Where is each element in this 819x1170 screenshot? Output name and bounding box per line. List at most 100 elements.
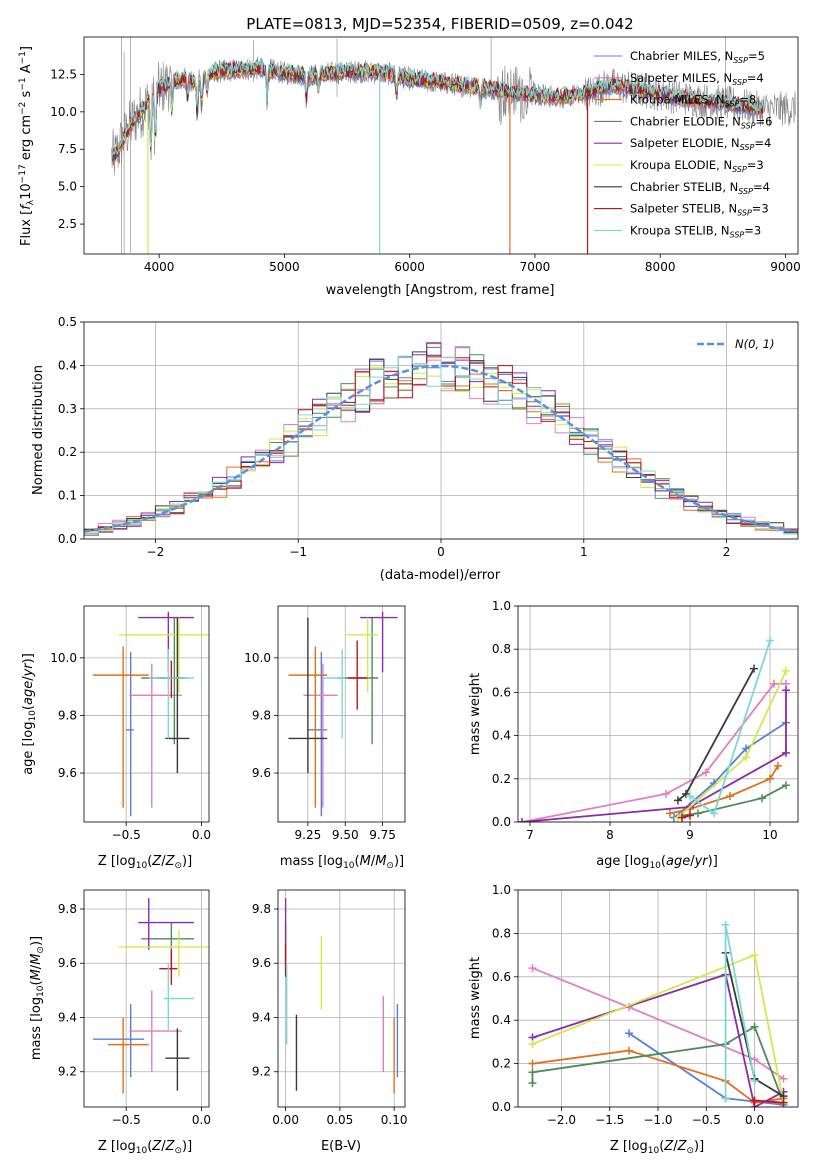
legend-item-salpeter-stelib: Salpeter STELIB, NSSP=3 <box>594 202 769 218</box>
age-mass-xlabel: mass [log10(M/M⊙)] <box>280 854 404 871</box>
errorbar-chabrier-stelib <box>165 1028 190 1091</box>
errorbar-kroupa-stelib <box>148 649 194 739</box>
x-tick-label: 1 <box>580 545 588 559</box>
y-tick-label: 9.8 <box>252 708 271 722</box>
legend-label: Salpeter MILES, NSSP=4 <box>630 71 764 87</box>
errorbar-salpeter-elodie <box>138 898 194 950</box>
x-tick-label: 9 <box>686 828 694 842</box>
plot-area <box>111 37 796 254</box>
x-tick-label: 9000 <box>770 260 801 274</box>
y-tick-label: 9.6 <box>252 766 271 780</box>
mw-marker <box>721 920 730 929</box>
mw-marker <box>779 1074 788 1083</box>
y-tick-label: 9.6 <box>58 766 77 780</box>
plot-area <box>93 611 209 817</box>
legend-item-chabrier-stelib: Chabrier STELIB, NSSP=4 <box>594 180 770 196</box>
plot-area <box>518 636 790 822</box>
errorbar-chabrier-miles <box>126 652 134 817</box>
errorbar-salpeter-miles <box>303 663 338 808</box>
axes-border <box>517 605 799 823</box>
age-z-panel: −0.5 0.0 9.6 9.8 10.0 <box>50 605 211 842</box>
legend-label: Salpeter ELODIE, NSSP=4 <box>630 136 771 152</box>
mass-z-xlabel: Z [log10(Z/Z⊙)] <box>98 1139 192 1156</box>
x-tick-label: −0.5 <box>112 1113 141 1127</box>
x-tick-label: 8000 <box>645 260 676 274</box>
mw-marker <box>750 951 759 960</box>
axes-frame: −2.0 −1.5 −1.0 −0.5 0.0 0.0 0.2 0.4 0.6 0.8 1.0 <box>492 883 799 1127</box>
mw-series-salpeter-miles <box>528 964 788 1083</box>
svg-text:Z [log10(Z/Z⊙)]: Z [log10(Z/Z⊙)] <box>610 1139 704 1156</box>
svg-text:age [log10(age/yr)]: age [log10(age/yr)] <box>21 653 38 775</box>
y-tick-label: 0.4 <box>58 358 77 372</box>
legend-item-salpeter-elodie: Salpeter ELODIE, NSSP=4 <box>594 136 771 152</box>
mw-marker <box>666 809 674 818</box>
y-tick-label: 10.0 <box>244 651 271 665</box>
x-tick-label: −1.5 <box>595 1113 624 1127</box>
errorbar-salpeter-miles <box>129 990 182 1072</box>
model-line-kroupa-elodie <box>112 61 764 159</box>
mw-marker <box>742 753 750 762</box>
mass-ebv-panel: 0.00 0.05 0.10 9.2 9.4 9.6 9.8 <box>252 889 408 1127</box>
x-tick-label: 0.00 <box>272 1113 299 1127</box>
mw-marker <box>758 794 766 803</box>
axes-frame: 7 8 9 10 0.0 0.2 0.4 0.6 0.8 1.0 <box>492 599 799 842</box>
y-tick-label: 0.1 <box>58 489 77 503</box>
x-tick-label: 4000 <box>144 260 175 274</box>
y-tick-label: 1.0 <box>492 883 511 897</box>
y-tick-label: 9.6 <box>58 956 77 970</box>
mw-marker <box>710 809 718 818</box>
y-tick-label: 5.0 <box>58 180 77 194</box>
mw-marker <box>518 818 526 822</box>
plot-area <box>84 342 798 536</box>
x-tick-label: 7000 <box>520 260 551 274</box>
mw-marker <box>694 809 702 818</box>
x-tick-label: 6000 <box>394 260 425 274</box>
y-tick-label: 9.2 <box>58 1065 77 1079</box>
mw-series-kroupa-stelib <box>686 636 774 818</box>
y-tick-label: 0.2 <box>492 1057 511 1071</box>
legend-label: N(0, 1) <box>735 337 775 351</box>
errorbar-kroupa-miles <box>93 646 149 808</box>
normal-curve <box>84 364 798 533</box>
x-tick-label: −2 <box>147 545 165 559</box>
x-tick-label: 9.25 <box>295 828 322 842</box>
x-tick-label: 2 <box>723 545 731 559</box>
mw-series-salpeter-elodie <box>518 686 790 822</box>
mw-marker <box>750 1022 759 1031</box>
mw-series-kroupa-stelib <box>721 920 759 1103</box>
mw-line <box>754 1099 784 1104</box>
y-tick-label: 0.6 <box>492 685 511 699</box>
mw-marker <box>528 1068 537 1077</box>
errorbar-chabrier-miles <box>93 1003 145 1078</box>
axes-frame: 4000 5000 6000 7000 8000 9000 2.5 5.0 7.5 10.0 12.… <box>50 36 801 274</box>
model-line-salpeter-stelib <box>112 59 764 153</box>
massweight-z-panel: −2.0 −1.5 −1.0 −0.5 0.0 0.0 0.2 0.4 0.6 0.8 1.0 <box>492 883 799 1127</box>
plot-area <box>93 898 209 1094</box>
age-z-ylabel: age [log10(age/yr)] <box>21 653 38 775</box>
y-tick-label: 9.4 <box>58 1010 77 1024</box>
x-tick-label: 7 <box>526 828 534 842</box>
y-tick-label: 0.5 <box>58 315 77 329</box>
age-z-xlabel: Z [log10(Z/Z⊙)] <box>98 854 192 871</box>
legend-label: Salpeter STELIB, NSSP=3 <box>630 202 769 218</box>
y-tick-label: 2.5 <box>58 217 77 231</box>
hist-step-kroupa-stelib <box>84 355 798 535</box>
y-tick-label: 0.0 <box>492 815 511 829</box>
mw-marker <box>766 774 774 783</box>
y-tick-label: 0.4 <box>492 1013 511 1027</box>
mw-marker <box>528 1059 537 1068</box>
legend-item-kroupa-elodie: Kroupa ELODIE, NSSP=3 <box>594 158 764 174</box>
mw-marker <box>750 1076 759 1085</box>
hist-xlabel: (data-model)/error <box>380 568 501 583</box>
mw-marker <box>774 761 782 770</box>
hist-panel: −2 −1 0 1 2 0.0 0.1 0.2 0.3 0.4 0.5 N(0, 1) <box>58 315 799 559</box>
mw-marker <box>750 1055 759 1064</box>
mw-marker <box>782 781 790 790</box>
mw-marker <box>702 768 710 777</box>
svg-text:mass [log10(M/M⊙)]: mass [log10(M/M⊙)] <box>280 854 404 871</box>
axes-border <box>83 36 799 255</box>
plot-area <box>288 611 398 817</box>
legend-item-chabrier-elodie: Chabrier ELODIE, NSSP=6 <box>594 114 772 130</box>
axes-frame: −0.5 0.0 9.6 9.8 10.0 <box>50 605 211 842</box>
y-tick-label: 9.6 <box>252 956 271 970</box>
